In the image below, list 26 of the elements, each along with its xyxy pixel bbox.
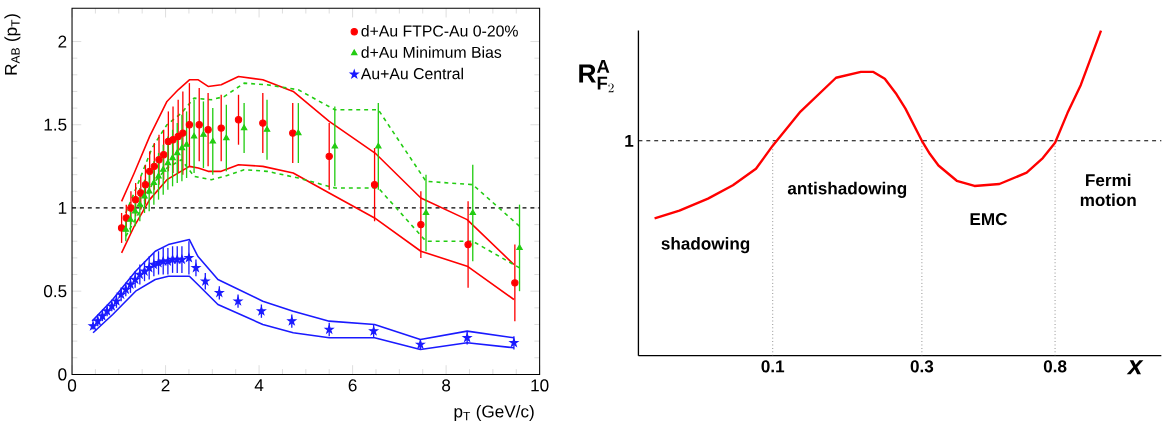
x-tick-label: 8	[442, 379, 451, 392]
ref-line-label: 1	[625, 135, 634, 147]
legend-label: Au+Au Central	[360, 67, 463, 80]
legend-label: d+Au Minimum Bias	[361, 46, 502, 59]
x-tick-label: 2	[161, 379, 170, 392]
y-tick-label: 0	[58, 368, 67, 381]
y-axis-title: R$_{AB}$ (p$_{T}$)	[4, 14, 21, 75]
annotation: Fermi motion	[1080, 173, 1136, 207]
legend-label: d+Au FTPC-Au 0-20%	[361, 25, 518, 37]
x-tick-label: 0.1	[761, 360, 785, 373]
annotation: shadowing	[661, 237, 750, 254]
x-tick-label: 0.8	[1043, 360, 1067, 373]
y-tick-label: 1.5	[44, 118, 67, 131]
x-tick-label: 0	[67, 379, 77, 392]
y-tick-label: 0.5	[43, 285, 67, 298]
annotation: antishadowing	[787, 181, 907, 199]
x-tick-label: 6	[348, 379, 357, 392]
y-tick-label: 2	[58, 35, 67, 48]
annotation: EMC	[970, 213, 1008, 226]
x-tick-label: 4	[254, 379, 264, 392]
x-tick-label: 0.3	[910, 360, 934, 373]
x-axis-title: x	[1126, 360, 1144, 375]
x-axis-title: p$_{T}$ (GeV/c)	[454, 405, 534, 422]
x-tick-label: 10	[531, 379, 549, 392]
y-axis-title: $\mathbf{R}^{\mathbf{A}}_{\mathbf{F}_{2}}$	[579, 60, 614, 93]
y-tick-label: 1	[58, 202, 67, 214]
